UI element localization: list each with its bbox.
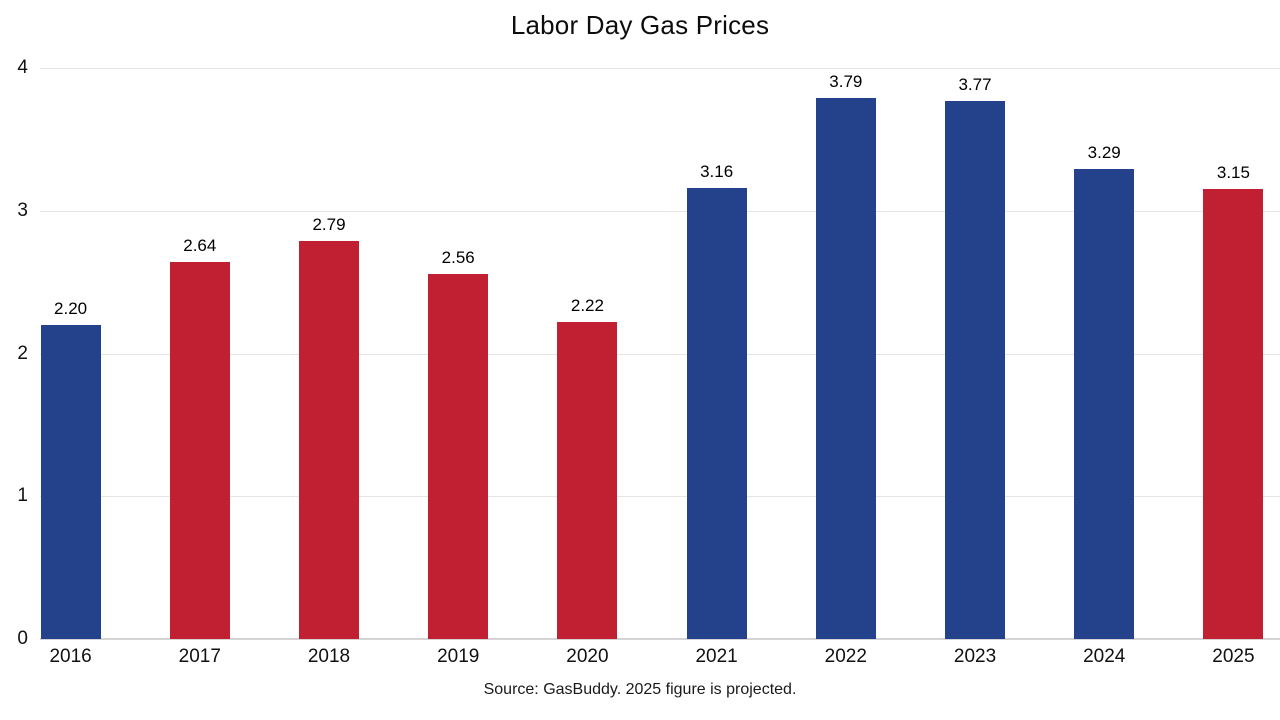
bar-value-label: 3.29 xyxy=(1087,143,1121,163)
source-note: Source: GasBuddy. 2025 figure is project… xyxy=(483,681,797,698)
bar-2022 xyxy=(815,97,876,639)
bar-value-label: 3.79 xyxy=(829,71,863,91)
y-axis-labels: 0 1 2 3 4 xyxy=(0,57,28,649)
x-axis-tick-label: 2018 xyxy=(307,646,351,667)
gridlines xyxy=(40,68,1280,640)
bar-slot: 3.15 xyxy=(1169,68,1280,639)
bar-value-label: 2.79 xyxy=(312,214,346,234)
bar-slot: 2.20 xyxy=(6,68,135,639)
bar-value-label: 2.56 xyxy=(441,247,475,267)
x-axis-labels: 2016 2017 2018 2019 2020 2021 2022 2023 2024 2025 xyxy=(6,646,1280,668)
x-axis-tick-label: 2024 xyxy=(1083,646,1126,667)
y-axis-tick-label: 3 xyxy=(17,199,28,221)
grid-line xyxy=(40,496,1280,498)
bar-slot: 3.29 xyxy=(1040,68,1169,639)
bar-slot: 3.79 xyxy=(781,68,910,639)
x-axis-tick-label: 2020 xyxy=(566,646,609,667)
bar-slot: 2.79 xyxy=(264,68,393,639)
bar-2020 xyxy=(557,322,618,639)
bar-2018 xyxy=(299,240,359,639)
bar-slot: 3.77 xyxy=(910,68,1039,639)
bar-2021 xyxy=(686,187,747,639)
bar-2016 xyxy=(40,324,101,639)
bar-value-label: 3.16 xyxy=(700,161,734,181)
bar-value-label: 3.77 xyxy=(958,74,992,94)
x-axis-tick-label: 2025 xyxy=(1212,646,1255,667)
y-axis-tick-label: 2 xyxy=(17,342,28,364)
bar-2024 xyxy=(1074,169,1135,639)
y-axis-tick-label: 4 xyxy=(17,57,28,78)
x-axis-tick-label: 2017 xyxy=(178,646,221,667)
bar-slot: 2.22 xyxy=(523,68,652,639)
bar-2025 xyxy=(1203,189,1264,639)
bar-2023 xyxy=(945,100,1006,639)
bar-2017 xyxy=(169,262,230,639)
grid-line xyxy=(40,353,1280,355)
bar-value-label: 2.64 xyxy=(183,236,217,256)
x-axis-tick-label: 2023 xyxy=(953,646,997,667)
bar-slot: 2.64 xyxy=(135,68,264,639)
chart-title: Labor Day Gas Prices xyxy=(510,10,770,40)
x-axis-tick-label: 2019 xyxy=(437,646,480,667)
y-axis-tick-label: 1 xyxy=(17,485,28,507)
x-axis-tick-label: 2022 xyxy=(824,646,867,667)
bar-value-label: 3.15 xyxy=(1216,163,1250,183)
grid-line xyxy=(40,210,1280,212)
bar-slot: 3.16 xyxy=(652,68,781,639)
bar-value-label: 2.20 xyxy=(54,298,88,318)
y-axis-tick-label: 0 xyxy=(17,628,28,649)
bar-value-label: 2.22 xyxy=(570,296,604,316)
bar-2019 xyxy=(428,273,489,639)
x-axis-tick-label: 2021 xyxy=(695,646,738,667)
bars-row: 2.20 2.64 2.79 2.56 2.22 3.16 3.79 3.77 3.29 3.15 xyxy=(6,68,1280,639)
x-axis-tick-label: 2016 xyxy=(49,646,92,667)
grid-line xyxy=(40,68,1280,69)
bar-slot: 2.56 xyxy=(394,68,523,639)
x-axis-baseline xyxy=(40,638,1280,640)
